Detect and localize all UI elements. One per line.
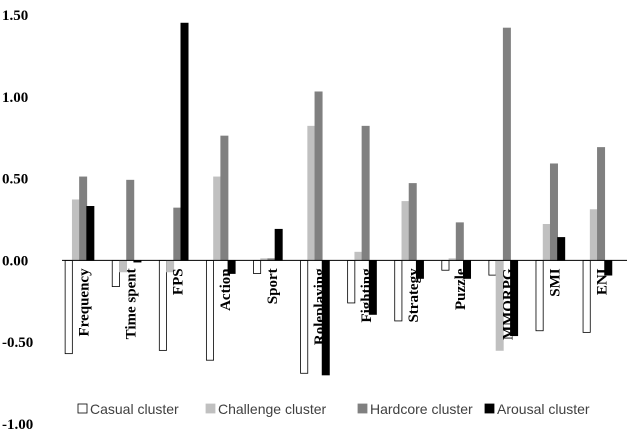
bar-casual-cluster <box>441 259 450 271</box>
bar-casual-cluster <box>488 259 497 276</box>
x-tick-label: Strategy <box>406 268 422 323</box>
bar-hardcore-cluster <box>549 163 558 261</box>
bar-casual-cluster <box>64 259 73 355</box>
bar-challenge-cluster <box>542 224 551 261</box>
y-tick-label: 1.00 <box>2 90 28 106</box>
y-tick-label: 1.50 <box>2 8 28 24</box>
bar-casual-cluster <box>347 259 356 304</box>
x-tick-label: Roleplaying <box>312 268 328 345</box>
bar-hardcore-cluster <box>597 147 606 261</box>
bar-arousal-cluster <box>180 22 189 261</box>
bars <box>64 22 613 376</box>
bar-casual-cluster <box>205 259 214 361</box>
bar-hardcore-cluster <box>408 183 417 261</box>
x-tick-label: ENI <box>595 268 611 295</box>
x-tick-label: SMI <box>547 268 563 297</box>
bar-hardcore-cluster <box>361 125 370 261</box>
bar-casual-cluster <box>111 259 120 287</box>
bar-challenge-cluster <box>71 199 80 261</box>
legend-label: Hardcore cluster <box>370 401 473 417</box>
x-tick-label: Frequency <box>77 268 93 337</box>
y-tick-label: -0.50 <box>2 335 33 351</box>
legend-label: Casual cluster <box>90 401 179 417</box>
bar-arousal-cluster <box>86 206 95 261</box>
bar-arousal-cluster <box>274 228 283 261</box>
x-tick-label: FPS <box>171 268 187 295</box>
legend-label: Arousal cluster <box>497 401 590 417</box>
x-tick-label: Time spent <box>124 268 140 339</box>
y-axis-ticks: 1.50 1.00 0.50 0.00 -0.50 -1.00 <box>2 8 33 433</box>
bar-casual-cluster <box>535 259 544 332</box>
y-tick-label: -1.00 <box>2 417 33 433</box>
bar-casual-cluster <box>394 259 403 322</box>
x-tick-label: Puzzle <box>453 268 469 310</box>
legend: Casual cluster Challenge cluster Hardcore … <box>77 401 590 417</box>
bar-hardcore-cluster <box>173 207 182 261</box>
bar-casual-cluster <box>300 259 309 374</box>
x-tick-label: Fighting <box>359 268 375 323</box>
x-tick-label: Action <box>218 268 234 311</box>
bar-casual-cluster <box>253 259 262 274</box>
legend-swatch <box>205 403 216 414</box>
legend-label: Challenge cluster <box>218 401 327 417</box>
bar-hardcore-cluster <box>314 91 323 261</box>
bar-challenge-cluster <box>401 201 410 261</box>
bar-casual-cluster <box>158 259 167 351</box>
bar-arousal-cluster <box>557 237 566 261</box>
bar-hardcore-cluster <box>502 27 511 261</box>
bar-hardcore-cluster <box>220 135 229 261</box>
legend-swatch <box>484 403 495 414</box>
legend-swatch <box>357 403 368 414</box>
bar-challenge-cluster <box>589 209 598 261</box>
bar-casual-cluster <box>582 259 591 333</box>
y-tick-label: 0.50 <box>2 172 28 188</box>
x-axis-tick-labels: Frequency Time spent FPS Action Sport Rolepla… <box>77 268 611 345</box>
y-tick-label: 0.00 <box>2 253 28 269</box>
bar-hardcore-cluster <box>126 179 135 261</box>
x-tick-label: MMORPG <box>500 268 516 340</box>
bar-challenge-cluster <box>307 125 316 261</box>
bar-challenge-cluster <box>354 251 363 261</box>
legend-swatch <box>77 403 88 414</box>
bar-challenge-cluster <box>213 176 222 261</box>
bar-hardcore-cluster <box>455 222 464 261</box>
bar-hardcore-cluster <box>79 176 88 261</box>
x-tick-label: Sport <box>265 268 281 304</box>
